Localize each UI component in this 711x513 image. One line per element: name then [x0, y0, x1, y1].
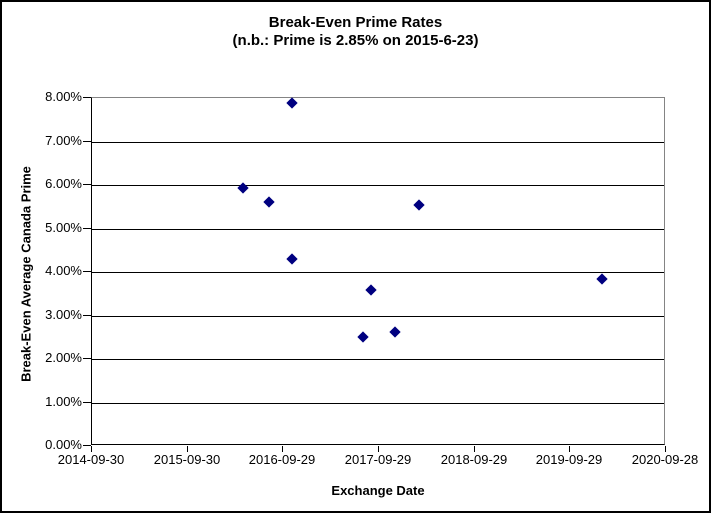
y-tick-label: 6.00%	[45, 176, 82, 191]
data-point-diamond	[262, 196, 275, 209]
chart-title-block: Break-Even Prime Rates (n.b.: Prime is 2…	[2, 14, 709, 50]
data-point-diamond	[412, 199, 425, 211]
gridline	[92, 142, 664, 143]
x-tick-label: 2017-09-29	[344, 452, 412, 467]
data-point-diamond	[596, 272, 608, 285]
gridline	[92, 185, 664, 186]
x-axis-tick	[474, 446, 475, 452]
y-axis-tick	[83, 141, 91, 142]
data-point-diamond	[357, 331, 369, 343]
y-tick-label: 2.00%	[45, 350, 82, 365]
chart-subtitle: (n.b.: Prime is 2.85% on 2015-6-23)	[232, 32, 479, 49]
x-axis-tick	[187, 446, 188, 452]
y-tick-label: 5.00%	[45, 220, 82, 235]
x-tick-label: 2019-09-29	[535, 452, 603, 467]
gridline	[92, 359, 664, 360]
gridline	[92, 403, 664, 404]
data-point-diamond	[364, 284, 377, 296]
data-point-diamond	[389, 326, 401, 338]
y-tick-label: 8.00%	[45, 89, 82, 104]
data-point-diamond	[286, 97, 298, 109]
x-tick-label: 2020-09-28	[631, 452, 699, 467]
y-axis-tick	[83, 97, 91, 98]
gridline	[92, 272, 664, 273]
y-tick-label: 1.00%	[45, 394, 82, 409]
x-axis-title: Exchange Date	[331, 483, 425, 498]
x-axis-tick	[569, 446, 570, 452]
y-axis-tick	[83, 402, 91, 403]
x-axis-tick	[91, 446, 92, 452]
chart-title: Break-Even Prime Rates	[268, 14, 443, 31]
data-point-diamond	[286, 252, 298, 265]
x-axis-tick	[378, 446, 379, 452]
gridline	[92, 229, 664, 230]
y-tick-label: 7.00%	[45, 133, 82, 148]
plot-area	[91, 97, 665, 445]
y-axis-tick	[83, 445, 91, 446]
x-tick-label: 2015-09-30	[153, 452, 221, 467]
x-tick-label: 2018-09-29	[440, 452, 508, 467]
y-tick-label: 4.00%	[45, 263, 82, 278]
x-tick-label: 2014-09-30	[57, 452, 125, 467]
x-axis-tick	[665, 446, 666, 452]
y-tick-label: 0.00%	[45, 437, 82, 452]
y-axis-tick	[83, 271, 91, 272]
x-tick-label: 2016-09-29	[248, 452, 316, 467]
x-axis-tick	[282, 446, 283, 452]
y-tick-label: 3.00%	[45, 307, 82, 322]
gridline	[92, 316, 664, 317]
y-axis-tick	[83, 228, 91, 229]
y-axis-tick	[83, 315, 91, 316]
y-axis-tick	[83, 358, 91, 359]
y-axis-tick	[83, 184, 91, 185]
